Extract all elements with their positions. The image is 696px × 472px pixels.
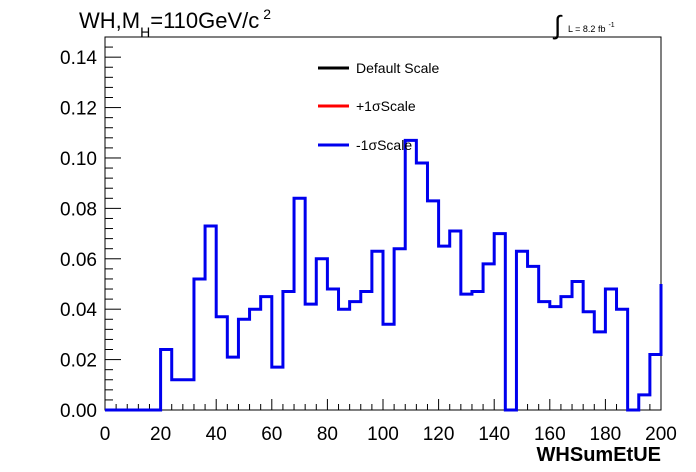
x-tick-label: 120 [423, 424, 455, 445]
x-axis: 0 20 40 60 80 100 120 140 160 180 200 [100, 399, 677, 445]
x-tick-label: 20 [150, 424, 171, 445]
x-tick-label: 100 [367, 424, 399, 445]
x-tick-label: 180 [590, 424, 622, 445]
legend: Default Scale +1σScale -1σScale [318, 60, 439, 153]
x-tick-label: 40 [206, 424, 227, 445]
y-tick-label: 0.10 [60, 149, 97, 170]
legend-label-plus1sigma: +1σScale [356, 98, 416, 114]
y-tick-label: 0.04 [60, 300, 97, 321]
x-tick-label: 60 [261, 424, 282, 445]
plot-area-border [104, 36, 662, 411]
luminosity-label: L = 8.2 fb -1 [568, 22, 615, 34]
y-tick-label: 0.14 [60, 48, 97, 69]
y-tick-label: 0.12 [60, 99, 97, 120]
x-tick-label: 160 [534, 424, 566, 445]
x-tick-label: 80 [317, 424, 338, 445]
legend-label-minus1sigma: -1σScale [356, 137, 412, 153]
legend-label-default: Default Scale [356, 60, 439, 76]
x-tick-label: 0 [100, 424, 111, 445]
integral-symbol: ∫ [552, 10, 563, 40]
plot-frame [104, 36, 662, 411]
x-tick-label: 200 [645, 424, 677, 445]
x-axis-label: WHSumEtUE [537, 444, 661, 466]
chart-title: WH,MH=110GeV/c 2 [79, 6, 271, 40]
series-line-minus1sigma [105, 138, 663, 412]
y-tick-label: 0.00 [60, 401, 97, 422]
series-layer [105, 138, 663, 412]
y-axis: 0.00 0.02 0.04 0.06 0.08 0.10 0.12 0.14 [60, 46, 121, 422]
y-tick-label: 0.02 [60, 351, 97, 372]
x-tick-label: 140 [478, 424, 510, 445]
y-tick-label: 0.08 [60, 199, 97, 220]
y-tick-label: 0.06 [60, 250, 97, 271]
